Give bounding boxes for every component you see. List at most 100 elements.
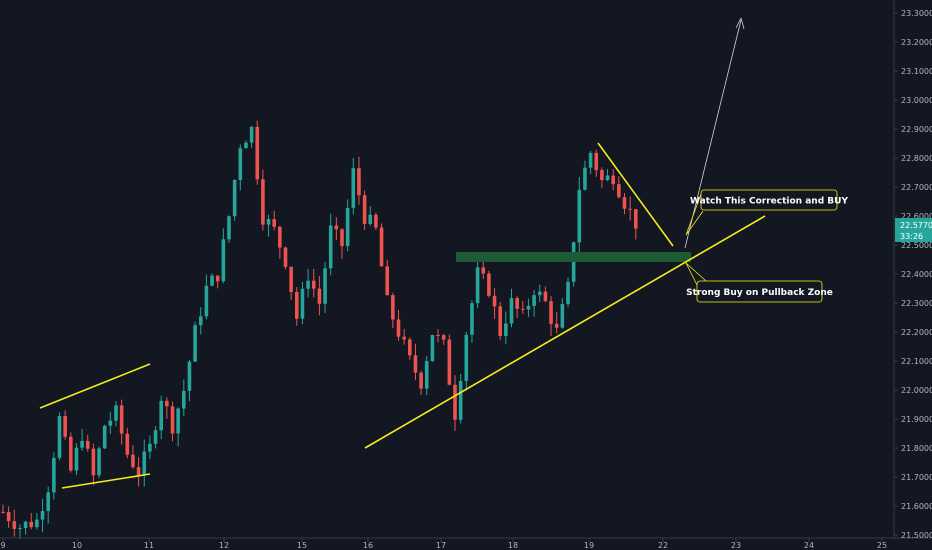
candle-body [165,400,169,407]
candle-body [577,189,582,243]
x-tick-label: 19 [584,541,594,550]
candle-body [583,167,587,190]
candle-body [215,275,220,282]
candle-body [114,405,118,421]
y-tick-label: 21.60000 [901,502,932,511]
correction-line [597,142,674,247]
candle-body [334,225,339,230]
y-tick-label: 22.00000 [901,386,932,395]
y-tick-label: 23.00000 [901,96,932,105]
candle-body [470,303,474,335]
y-tick-label: 22.90000 [901,125,932,134]
candle-body [102,425,107,449]
candle-body [481,267,486,274]
candle-body [487,273,491,296]
candle-body [340,229,344,247]
candle-body [221,239,226,282]
candle-body [57,416,62,458]
candle-body [198,316,203,326]
x-tick-label: 9 [0,541,5,550]
x-tick-label: 23 [731,541,741,550]
candle-body [193,325,197,362]
x-tick-label: 17 [436,541,446,550]
candle-body [515,298,519,309]
main-trendline [364,215,766,449]
candle-body [328,225,333,269]
y-tick-label: 22.40000 [901,270,932,279]
candle-body [560,303,565,328]
candle-body [18,527,22,529]
candle-body [537,291,542,296]
candle-body [238,148,243,181]
candle-body [317,288,322,304]
candle-body [210,275,214,286]
candle-body [306,280,310,289]
candle-body [227,216,231,240]
x-tick-label: 16 [363,541,373,550]
candle-body [441,335,446,340]
callouts: Watch This Correction and BUY Strong Buy… [685,189,848,303]
y-tick-label: 22.10000 [901,357,932,366]
candle-body [125,433,130,455]
candle-body [605,175,610,181]
candle-body [142,451,147,476]
x-tick-label: 18 [508,541,518,550]
y-axis-ticks: 21.50000 21.60000 21.70000 21.80000 21.90000… [894,9,932,540]
current-price-tag[interactable]: 22.57700 33:26 [895,218,932,242]
candle-body [504,323,508,336]
callout-text-strong: Strong Buy on Pullback Zone [686,288,833,298]
candle-body [475,267,480,304]
candle-body [283,247,288,267]
candle-body [368,214,373,224]
candle-body [430,335,435,362]
candle-body [628,208,632,210]
candle-body [357,168,361,196]
candle-body [249,126,254,143]
candle-body [385,266,389,296]
candle-body [52,457,56,493]
candle-body [40,511,45,520]
candle-body [12,521,17,529]
candle-body [594,152,599,171]
projection-arrow-line [684,19,742,249]
y-tick-label: 22.20000 [901,328,932,337]
candle-body [600,170,604,181]
candle-body [532,295,536,306]
candle-body [136,467,141,476]
y-tick-label: 23.30000 [901,9,932,18]
candle-body [436,335,440,337]
candle-body [617,184,621,198]
candle-body [176,408,180,434]
candle-body [554,323,559,328]
callout-box-watch [700,189,838,211]
y-tick-label: 23.10000 [901,67,932,76]
buy-zone [456,252,691,262]
candle-body [458,380,463,420]
y-tick-label: 21.80000 [901,444,932,453]
candle-body [413,355,418,373]
x-tick-label: 11 [144,541,154,550]
candle-body [232,180,237,217]
x-tick-label: 12 [219,541,229,550]
candle-body [204,285,209,317]
y-tick-label: 21.70000 [901,473,932,482]
candle-body [69,436,73,471]
candle-body [289,266,293,292]
candle-body [521,308,525,310]
x-tick-label: 10 [72,541,82,550]
channel-bottom-line [61,473,151,489]
candle-body [362,195,367,224]
candle-body [6,512,11,522]
y-tick-label: 22.80000 [901,154,932,163]
candle-body [35,519,39,528]
candle-body [74,447,79,471]
price-tag-countdown: 33:26 [900,232,923,241]
candle-body [300,288,305,319]
x-tick-label: 24 [804,541,814,550]
candle-body [182,390,186,409]
candle-body [261,179,265,225]
candle-body [396,319,401,337]
candle-body [543,291,548,302]
